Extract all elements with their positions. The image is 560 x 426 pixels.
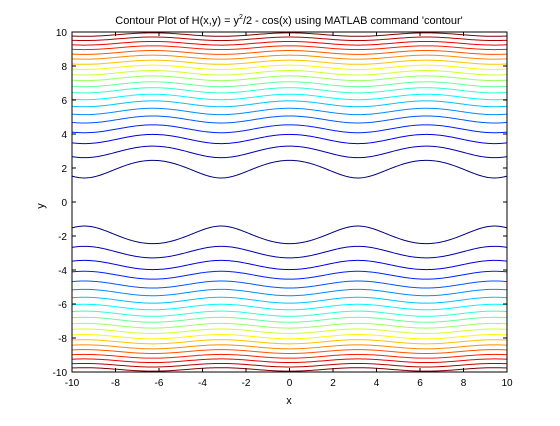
contour-line-lower-16 bbox=[71, 353, 508, 359]
contour-line-lower-13 bbox=[71, 339, 508, 345]
contour-line-lower-7 bbox=[71, 303, 508, 311]
x-tick-label: -6 bbox=[155, 378, 164, 389]
chart-title: Contour Plot of H(x,y) = y2/2 - cos(x) u… bbox=[115, 14, 463, 27]
contour-line-upper-0 bbox=[71, 159, 508, 179]
x-axis-label: x bbox=[286, 395, 292, 407]
x-tick-label: -2 bbox=[242, 378, 251, 389]
contour-line-lower-15 bbox=[71, 349, 508, 354]
contour-line-lower-2 bbox=[71, 259, 508, 271]
y-tick-label: -2 bbox=[58, 232, 67, 243]
contour-line-upper-6 bbox=[71, 100, 508, 108]
contour-line-upper-14 bbox=[71, 54, 508, 60]
contour-line-upper-16 bbox=[71, 45, 508, 51]
contour-line-upper-13 bbox=[71, 59, 508, 65]
contour-line-upper-15 bbox=[71, 50, 508, 55]
contour-line-upper-17 bbox=[71, 40, 508, 46]
chart-title-prefix: Contour Plot of H(x,y) = y bbox=[115, 15, 239, 27]
contour-line-lower-6 bbox=[71, 296, 508, 304]
x-tick-label: 8 bbox=[461, 378, 467, 389]
contour-line-lower-4 bbox=[71, 280, 508, 289]
x-tick-label: -4 bbox=[198, 378, 207, 389]
contour-line-lower-18 bbox=[71, 362, 508, 368]
x-tick-label: -8 bbox=[111, 378, 120, 389]
contour-line-upper-9 bbox=[71, 81, 508, 88]
contour-line-lower-0 bbox=[71, 225, 508, 245]
chart-title-suffix: /2 - cos(x) using MATLAB command 'contou… bbox=[243, 15, 463, 27]
x-tick-label: 10 bbox=[501, 378, 513, 389]
contour-line-lower-1 bbox=[71, 245, 508, 259]
contour-line-upper-5 bbox=[71, 107, 508, 116]
contour-line-upper-4 bbox=[71, 115, 508, 124]
x-tick-label: 6 bbox=[417, 378, 423, 389]
contour-line-upper-7 bbox=[71, 93, 508, 101]
y-tick-label: -6 bbox=[58, 300, 67, 311]
contour-lines bbox=[71, 32, 508, 372]
contour-line-upper-10 bbox=[71, 75, 508, 82]
y-tick-label: -8 bbox=[58, 334, 67, 345]
contour-line-lower-5 bbox=[71, 288, 508, 297]
contour-line-upper-3 bbox=[71, 124, 508, 134]
x-tick-label: 0 bbox=[287, 378, 293, 389]
y-tick-label: 8 bbox=[61, 62, 67, 73]
contour-line-lower-10 bbox=[71, 322, 508, 329]
y-tick-label: 6 bbox=[61, 96, 67, 107]
y-tick-label: 10 bbox=[56, 28, 68, 39]
contour-line-lower-14 bbox=[71, 344, 508, 350]
contour-line-lower-17 bbox=[71, 358, 508, 364]
y-tick-label: 4 bbox=[61, 130, 67, 141]
axis-ticks: -10 -8 -6 -4 -2 0 2 4 6 8 10 -10 -8 -6 -4 -2 0 2 4 6 8 10 bbox=[53, 28, 513, 389]
contour-line-upper-8 bbox=[71, 87, 508, 94]
contour-line-lower-8 bbox=[71, 310, 508, 317]
x-tick-label: 2 bbox=[330, 378, 336, 389]
chart-title-superscript: 2 bbox=[239, 14, 243, 21]
x-tick-label: -10 bbox=[65, 378, 80, 389]
y-tick-label: -4 bbox=[58, 266, 67, 277]
contour-line-upper-18 bbox=[71, 36, 508, 42]
y-tick-label: 2 bbox=[61, 164, 67, 175]
contour-line-upper-11 bbox=[71, 70, 508, 76]
contour-line-upper-1 bbox=[71, 145, 508, 159]
contour-line-upper-2 bbox=[71, 133, 508, 145]
contour-line-lower-11 bbox=[71, 328, 508, 334]
x-tick-label: 4 bbox=[374, 378, 380, 389]
contour-line-lower-3 bbox=[71, 270, 508, 280]
contour-line-lower-12 bbox=[71, 334, 508, 340]
y-axis-label: y bbox=[35, 203, 47, 209]
contour-line-upper-12 bbox=[71, 64, 508, 70]
y-tick-label: 0 bbox=[61, 198, 67, 209]
contour-line-lower-9 bbox=[71, 316, 508, 323]
axes-box bbox=[71, 31, 508, 373]
y-tick-label: -10 bbox=[53, 368, 68, 379]
